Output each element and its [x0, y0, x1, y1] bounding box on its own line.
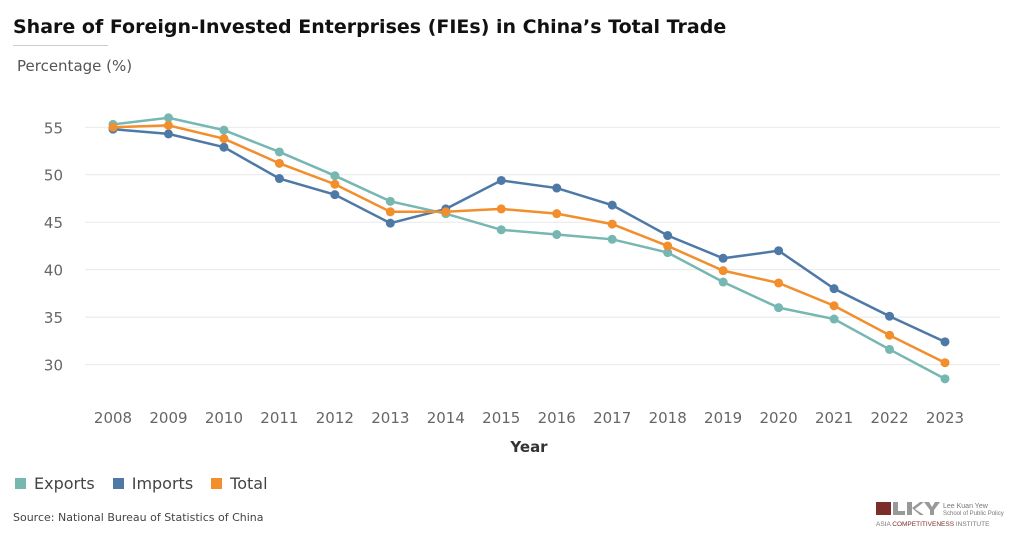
y-tick-label: 35 [44, 309, 63, 327]
legend-swatch [211, 478, 223, 489]
total-line [112, 124, 946, 364]
exports-point [774, 303, 784, 313]
x-tick-label: 2008 [94, 409, 132, 427]
total-point [108, 122, 118, 132]
total-point [829, 301, 839, 311]
exports-point [940, 374, 950, 384]
exports-point [330, 171, 340, 181]
exports-point [829, 314, 839, 324]
x-tick-label: 2010 [205, 409, 243, 427]
imports-point [274, 174, 284, 184]
x-tick-label: 2019 [704, 409, 742, 427]
x-tick-label: 2011 [260, 409, 298, 427]
imports-point [829, 284, 839, 294]
total-point [940, 358, 950, 368]
imports-point [940, 337, 950, 347]
x-tick-label: 2014 [427, 409, 465, 427]
exports-point [274, 147, 284, 157]
imports-point [885, 311, 895, 321]
chart-title: Share of Foreign-Invested Enterprises (F… [13, 16, 727, 38]
total-point [330, 179, 340, 189]
imports-point [330, 190, 340, 200]
imports-point [663, 231, 673, 241]
x-tick-label: 2013 [371, 409, 409, 427]
x-tick-label: 2015 [482, 409, 520, 427]
exports-line [112, 116, 946, 380]
exports-point [718, 277, 728, 287]
total-point [607, 219, 617, 229]
legend-swatch [112, 478, 124, 489]
legend-item-total: Total [211, 474, 268, 493]
y-tick-label: 30 [44, 357, 63, 375]
exports-point [496, 225, 506, 235]
imports-point [219, 142, 229, 152]
legend-item-exports: Exports [15, 474, 95, 493]
legend-label: Imports [131, 474, 194, 493]
legend-item-imports: Imports [112, 474, 194, 493]
y-tick-label: 40 [44, 262, 63, 280]
total-point [663, 241, 673, 251]
imports-line [112, 127, 946, 343]
line-chart: 30 35 40 45 50 55 2008 2009 2010 2011 2012 2013 2014… [44, 113, 1000, 456]
total-point [441, 207, 451, 217]
total-point [774, 278, 784, 288]
y-tick-label: 55 [44, 119, 63, 137]
svg-text:School of Public Policy: School of Public Policy [943, 511, 1004, 517]
x-axis-label: Year [509, 438, 548, 456]
imports-point [552, 183, 562, 193]
total-point [274, 158, 284, 168]
x-tick-label: 2016 [538, 409, 576, 427]
imports-point [718, 253, 728, 263]
exports-point [607, 234, 617, 244]
x-tick-label: 2022 [870, 409, 908, 427]
exports-point [163, 113, 173, 123]
lky-logo: Lee Kuan Yew School of Public Policy ASI… [876, 502, 1004, 528]
total-point [718, 266, 728, 276]
imports-point [385, 218, 395, 228]
imports-point [496, 175, 506, 185]
total-point [385, 207, 395, 217]
exports-point [663, 248, 673, 258]
y-tick-label: 45 [44, 214, 63, 232]
total-point [552, 209, 562, 219]
title-underline [13, 45, 108, 46]
total-point [885, 330, 895, 340]
exports-point [552, 230, 562, 240]
legend-label: Total [230, 474, 268, 493]
total-point [219, 134, 229, 144]
x-tick-label: 2018 [649, 409, 687, 427]
x-tick-label: 2009 [149, 409, 187, 427]
exports-point [385, 196, 395, 206]
y-axis-label: Percentage (%) [17, 57, 133, 75]
x-tick-label: 2020 [760, 409, 798, 427]
x-tick-label: 2017 [593, 409, 631, 427]
exports-point [219, 125, 229, 135]
legend-label: Exports [34, 474, 95, 493]
x-tick-label: 2021 [815, 409, 853, 427]
svg-text:Lee Kuan Yew: Lee Kuan Yew [943, 503, 989, 510]
source-note: Source: National Bureau of Statistics of… [13, 511, 264, 524]
svg-text:ASIA COMPETITIVENESS INSTITUTE: ASIA COMPETITIVENESS INSTITUTE [876, 521, 990, 528]
legend-swatch [15, 478, 26, 489]
exports-point [885, 344, 895, 354]
total-point [163, 120, 173, 130]
x-tick-label: 2012 [316, 409, 354, 427]
total-point [496, 204, 506, 214]
y-tick-label: 50 [44, 167, 63, 185]
x-tick-label: 2023 [926, 409, 964, 427]
legend: Exports Imports Total [15, 474, 268, 493]
imports-point [607, 200, 617, 210]
imports-point [163, 129, 173, 139]
imports-point [774, 246, 784, 256]
